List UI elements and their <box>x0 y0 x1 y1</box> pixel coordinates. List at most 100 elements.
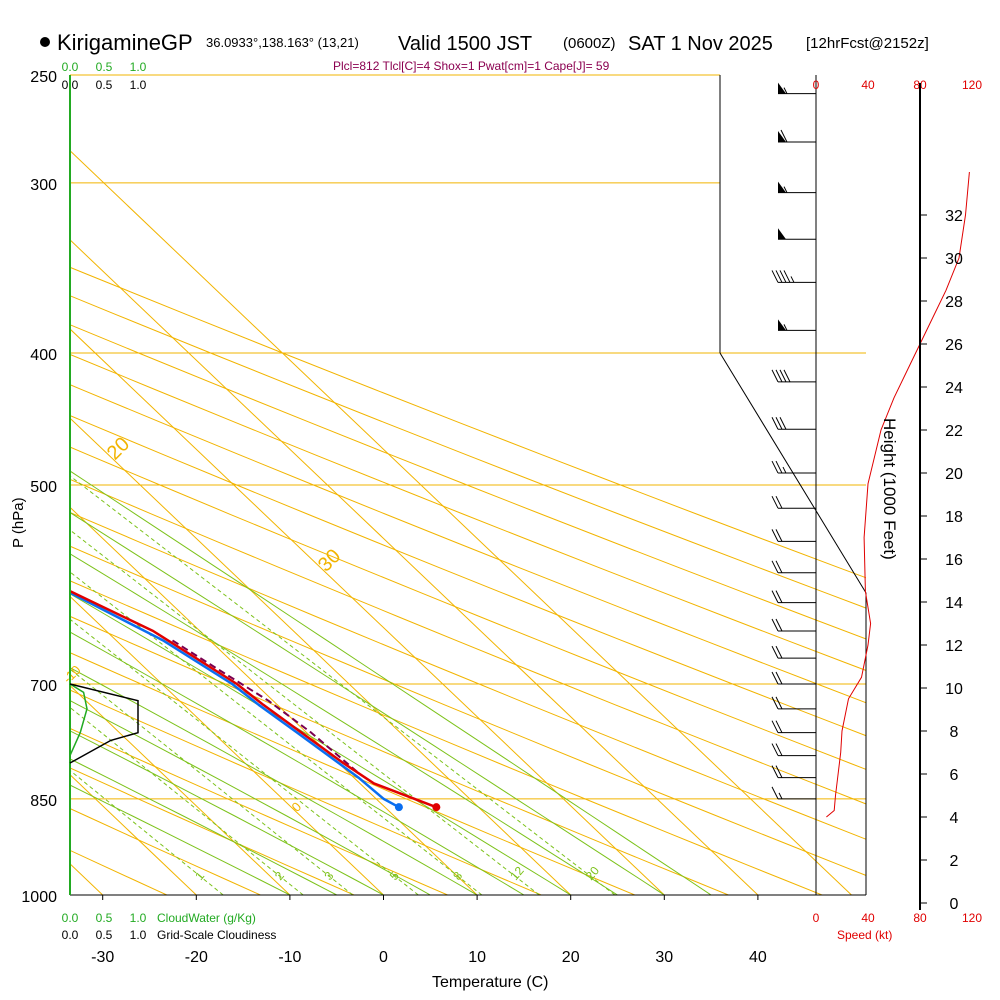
x-tick-label: -30 <box>91 949 114 966</box>
cloud-panel: 0.00.00.00.00.50.50.50.51.01.01.01.0Clou… <box>62 60 277 942</box>
cloudwater-tick-bottom: 0.0 <box>62 911 79 925</box>
speed-tick-top: 0 <box>813 78 820 92</box>
surface-dewpoint-point <box>394 803 403 812</box>
wind-barb-full <box>771 529 779 542</box>
height-tick-label: 22 <box>945 423 963 440</box>
pressure-tick-label: 500 <box>30 479 57 496</box>
wind-barb-full <box>771 618 779 632</box>
wind-barb <box>778 181 816 194</box>
wind-barb-full <box>779 270 787 283</box>
wind-barb-full <box>775 590 783 603</box>
wind-barb-half <box>782 466 787 474</box>
isotherm-line <box>70 328 665 895</box>
dry-adiabat-line <box>70 324 866 640</box>
isotherm-label: 30 <box>314 545 345 576</box>
x-tick-label: -20 <box>185 949 208 966</box>
moist-adiabat-line <box>70 730 384 895</box>
wind-barb <box>771 720 816 734</box>
wind-barb-full <box>771 460 779 474</box>
wind-barb-full <box>771 720 779 733</box>
wind-barb-full <box>775 416 783 430</box>
dry-adiabat-line <box>70 652 635 895</box>
height-tick-label: 26 <box>945 337 963 354</box>
dry-adiabat-line <box>70 615 729 895</box>
wind-barb-flag <box>778 82 786 94</box>
wind-barb <box>771 369 816 383</box>
cloudiness-tick-bottom: 1.0 <box>130 928 147 942</box>
wind-barb-half <box>783 87 788 94</box>
dry-adiabat-line <box>70 727 448 895</box>
temperature-line <box>70 589 437 809</box>
cloudiness-tick-top: 0.5 <box>96 78 113 92</box>
wind-barb-full <box>771 671 779 685</box>
speed-tick-top: 120 <box>962 78 982 92</box>
sounding-profiles <box>70 589 441 812</box>
y-axis-title: P (hPa) <box>10 497 27 548</box>
dry-adiabat-line <box>70 295 866 609</box>
wind-barb <box>778 82 816 95</box>
mixing-ratio-lines <box>70 470 712 895</box>
wind-barb <box>771 671 816 685</box>
moist-adiabat-line <box>70 553 618 895</box>
wind-barb-flag <box>778 319 786 331</box>
height-tick-label: 16 <box>945 552 963 569</box>
wind-barb-full <box>775 765 783 778</box>
site-name: KirigamineGP <box>57 30 193 55</box>
speed-tick-top: 40 <box>861 78 875 92</box>
cloudwater-axis-label: CloudWater (g/Kg) <box>157 911 256 925</box>
isotherm-line <box>70 595 384 895</box>
cloudwater-tick-top: 0.5 <box>96 60 113 74</box>
wind-barb-full <box>775 618 783 632</box>
site-coords: 36.0933°,138.163° (13,21) <box>206 35 359 50</box>
isotherm-line <box>70 417 572 895</box>
x-tick-label: 30 <box>655 949 673 966</box>
mixing-ratio-line <box>70 529 540 895</box>
wind-barb-full <box>779 416 787 430</box>
cloudwater-tick-bottom: 0.5 <box>96 911 113 925</box>
mixing-ratio-line <box>70 571 483 895</box>
dry-adiabat-line <box>70 384 866 704</box>
wind-barb <box>778 228 816 240</box>
wind-barb-full <box>780 129 788 143</box>
wind-barb-full <box>771 696 779 710</box>
dry-adiabat-line <box>70 580 823 895</box>
wind-barb-full <box>771 416 779 430</box>
wind-barb-full <box>783 369 791 383</box>
wind-barb-full <box>775 495 783 509</box>
wind-barb-full <box>775 645 783 659</box>
height-tick-label: 0 <box>950 896 959 913</box>
speed-tick-bottom: 40 <box>861 911 875 925</box>
pressure-tick-label: 400 <box>30 347 57 364</box>
x-tick-label: 40 <box>749 949 767 966</box>
valid-date: SAT 1 Nov 2025 <box>628 33 773 55</box>
x-tick-label: -10 <box>278 949 301 966</box>
dry-adiabat-line <box>70 266 866 579</box>
wind-barb <box>771 495 816 509</box>
moist-adiabat-line <box>70 784 291 895</box>
pressure-tick-label: 1000 <box>21 889 57 906</box>
height-tick-label: 8 <box>950 724 959 741</box>
wind-barb <box>771 416 816 430</box>
pressure-tick-label: 250 <box>30 69 57 86</box>
cloudiness-tick-bottom: 0.0 <box>62 928 79 942</box>
height-tick-label: 28 <box>945 294 963 311</box>
dry-adiabat-line <box>70 478 866 805</box>
height-tick-label: 12 <box>945 638 963 655</box>
pressure-tick-label: 700 <box>30 678 57 695</box>
header-bullet <box>40 37 50 47</box>
wind-barb-full <box>775 720 783 733</box>
wind-barb <box>771 460 816 474</box>
dry-adiabat-line <box>70 767 355 895</box>
surface-temperature-point <box>432 803 441 812</box>
parcel-path-line <box>171 639 358 773</box>
moist-adiabat-line <box>70 700 431 895</box>
cloudwater-tick-top: 0.0 <box>62 60 79 74</box>
wind-barb <box>778 129 816 143</box>
mixing-ratio-line <box>70 769 224 895</box>
moist-adiabat-line <box>70 511 665 895</box>
moist-adiabat-line <box>70 631 525 895</box>
wind-barb-full <box>771 560 779 574</box>
x-tick-label: 0 <box>379 949 388 966</box>
valid-time: Valid 1500 JST <box>398 33 532 55</box>
